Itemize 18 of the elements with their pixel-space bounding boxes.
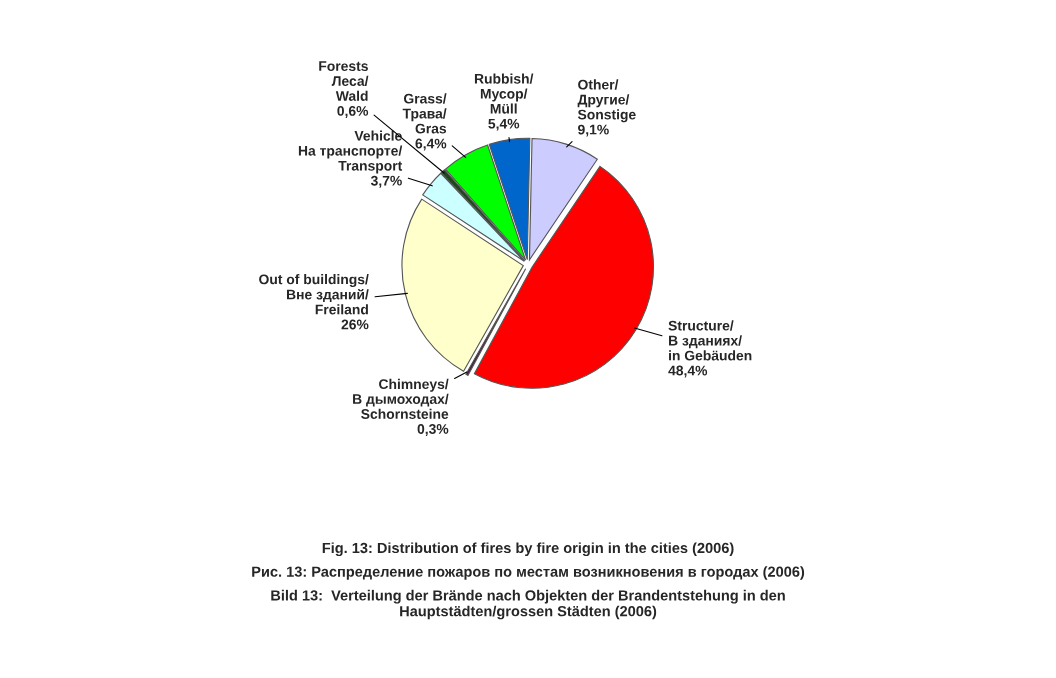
data-label: 0,6%	[337, 106, 369, 118]
slice-label: Structure/ В зданиях/ in Gebäuden	[668, 320, 752, 361]
slice-label: Rubbish/ Мусор/ Müll	[474, 73, 534, 114]
slice-label: Forests Леса/ Wald	[319, 61, 369, 101]
slice-label: Grass/ Трава/ Gras	[402, 93, 447, 134]
caption: Fig. 13: Distribution of fires by fire origin in the cities (2006)	[322, 542, 734, 557]
data-label: 0,3%	[417, 424, 449, 436]
data-label: 5,4%	[488, 118, 520, 131]
data-label: 3,7%	[370, 175, 402, 188]
data-label: 48,4%	[668, 365, 708, 378]
text: Bild 13: Verteilung der Brände nach Objekten der Brandentstehung in den Hauptstädten/grossen Städten (2006)	[271, 589, 785, 620]
slice-label: Out of buildings/ Вне зданий/ Freiland	[259, 274, 369, 315]
data-label: 26%	[341, 319, 369, 330]
slice-label: Chimneys/ В дымоходах/ Schornsteine	[353, 378, 449, 419]
text: Рис. 13: Распределение пожаров по местам возникновения в городах (2006)	[252, 566, 805, 580]
data-label: 6,4%	[415, 138, 447, 151]
data-label: 9,1%	[578, 124, 609, 137]
slice-label: Other/ Другие/ Sonstige	[577, 79, 636, 123]
